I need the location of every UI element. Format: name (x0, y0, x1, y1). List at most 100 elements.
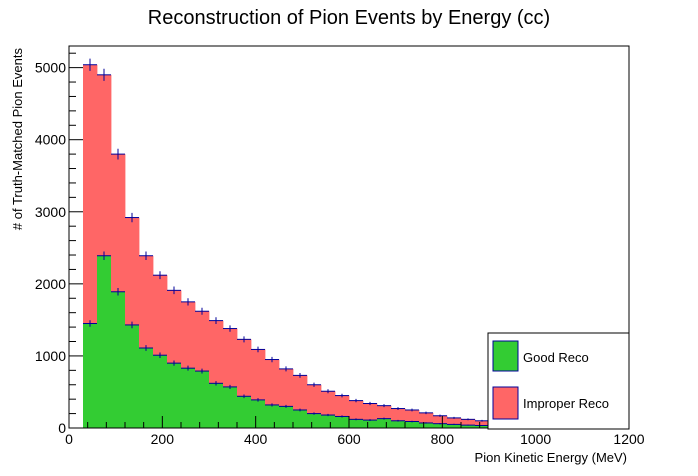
marker-good-reco (447, 423, 461, 426)
legend-label-good-reco: Good Reco (523, 350, 589, 365)
marker-total (377, 404, 391, 408)
bar-good-reco (419, 422, 434, 428)
bar-good-reco (153, 355, 168, 428)
marker-good-reco (265, 403, 279, 407)
marker-total (97, 68, 111, 81)
y-tick-label: 0 (58, 420, 66, 436)
marker-total (321, 389, 335, 394)
marker-total (265, 356, 279, 363)
bar-improper-reco (461, 419, 476, 428)
marker-total (195, 307, 209, 315)
bar-good-reco (139, 347, 154, 428)
marker-good-reco (391, 419, 405, 422)
bar-good-reco (265, 404, 280, 428)
marker-total (223, 325, 237, 332)
marker-good-reco (461, 424, 475, 426)
x-tick-label: 1200 (613, 431, 644, 447)
marker-good-reco (321, 413, 335, 417)
marker-total (363, 401, 377, 406)
marker-good-reco (83, 320, 97, 327)
marker-total (251, 346, 265, 353)
marker-good-reco (293, 408, 307, 412)
y-tick-label: 4000 (35, 132, 66, 148)
y-axis: 0 1000 2000 3000 4000 5000 (35, 52, 83, 436)
marker-good-reco (405, 420, 419, 423)
bar-good-reco (111, 291, 126, 428)
bar-good-reco (167, 363, 182, 428)
marker-good-reco (223, 384, 237, 389)
chart-title: Reconstruction of Pion Events by Energy … (148, 7, 550, 29)
x-tick-label: 400 (244, 431, 268, 447)
marker-total (391, 407, 405, 410)
error-markers-layer (83, 58, 629, 429)
marker-total (111, 148, 125, 160)
x-tick-label: 600 (337, 431, 361, 447)
marker-good-reco (279, 404, 293, 408)
marker-total (83, 58, 97, 71)
marker-total (433, 414, 447, 417)
marker-total (181, 298, 195, 306)
marker-total (139, 251, 153, 260)
marker-total (349, 398, 363, 403)
marker-total (167, 286, 181, 295)
marker-good-reco (363, 419, 377, 421)
bar-good-reco (349, 419, 364, 428)
bar-good-reco (125, 324, 140, 428)
bar-good-reco (83, 323, 98, 428)
bar-good-reco (433, 423, 448, 428)
bar-good-reco (251, 399, 266, 428)
marker-total (475, 419, 489, 422)
marker-good-reco (419, 422, 433, 424)
legend: Good Reco Improper Reco (487, 332, 630, 430)
marker-good-reco (111, 288, 125, 296)
marker-total (335, 393, 349, 398)
legend-label-improper-reco: Improper Reco (523, 396, 609, 411)
bar-good-reco (307, 413, 322, 428)
bar-good-reco (181, 368, 196, 428)
y-tick-label: 2000 (35, 276, 66, 292)
marker-good-reco (433, 423, 447, 425)
y-tick-label: 5000 (35, 60, 66, 76)
marker-total (461, 418, 475, 421)
marker-good-reco (181, 365, 195, 371)
x-tick-label: 1000 (520, 431, 551, 447)
marker-good-reco (335, 415, 349, 418)
bar-good-reco (405, 421, 420, 428)
bar-good-reco (391, 420, 406, 428)
marker-good-reco (475, 424, 489, 426)
y-tick-label: 3000 (35, 204, 66, 220)
bar-improper-reco (447, 417, 462, 428)
bar-good-reco (377, 418, 392, 428)
x-tick-label: 0 (65, 431, 73, 447)
x-tick-label: 200 (151, 431, 175, 447)
marker-good-reco (125, 321, 139, 329)
marker-good-reco (377, 417, 391, 420)
bar-good-reco (209, 383, 224, 428)
x-axis-label: Pion Kinetic Energy (MeV) (475, 450, 627, 465)
legend-swatch-improper-reco (492, 386, 519, 420)
marker-total (293, 373, 307, 378)
bar-good-reco (447, 424, 462, 428)
marker-good-reco (153, 352, 167, 358)
y-tick-label: 1000 (35, 348, 66, 364)
bar-good-reco (293, 409, 308, 428)
marker-total (405, 408, 419, 412)
bar-good-reco (475, 425, 490, 428)
marker-good-reco (167, 360, 181, 366)
bars-layer (83, 64, 630, 428)
bar-improper-reco (475, 420, 490, 428)
marker-good-reco (195, 368, 209, 374)
marker-total (153, 271, 167, 280)
marker-good-reco (349, 418, 363, 421)
bar-good-reco (461, 425, 476, 428)
bar-good-reco (321, 415, 336, 428)
marker-total (279, 366, 293, 372)
bar-good-reco (237, 396, 252, 428)
bar-good-reco (223, 386, 238, 428)
marker-total (209, 317, 223, 324)
x-axis: 0 200 400 600 800 1000 1200 (65, 416, 645, 447)
marker-good-reco (237, 394, 251, 399)
y-axis-label: # of Truth-Matched Pion Events (10, 48, 25, 231)
marker-good-reco (209, 381, 223, 386)
